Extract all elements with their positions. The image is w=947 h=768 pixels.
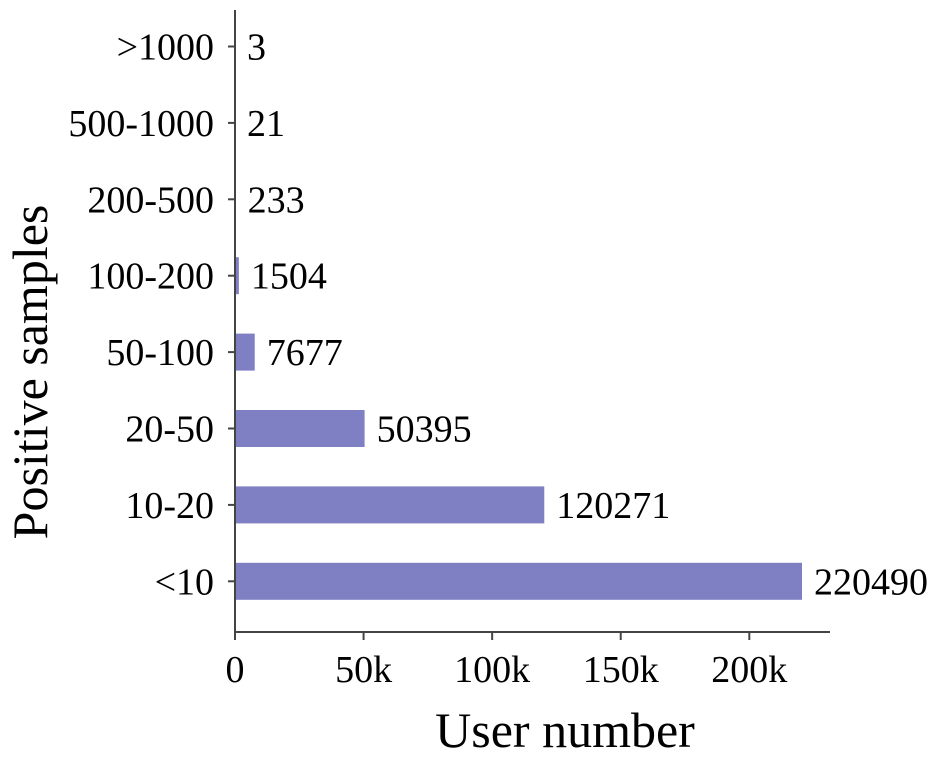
data-label: 7677 (267, 332, 343, 374)
data-label: 233 (248, 179, 305, 221)
x-tick-label: 100k (454, 649, 530, 691)
y-tick-label: 200-500 (87, 179, 214, 221)
y-tick-label: 100-200 (87, 256, 214, 298)
bar-1 (235, 486, 545, 524)
data-label: 120271 (556, 485, 670, 527)
bar-0 (235, 562, 802, 600)
bar-3 (235, 333, 255, 371)
y-tick-label: 20-50 (125, 409, 214, 451)
y-tick-labels: >1000 500-1000 200-500 100-200 50-100 20-50 10… (68, 27, 235, 603)
x-tick-label: 200k (711, 649, 787, 691)
bars-group (235, 28, 802, 600)
value-labels: 3 21 233 1504 7677 50395 120271 220490 (247, 27, 928, 604)
y-tick-label: <10 (155, 561, 214, 603)
data-label: 1504 (251, 256, 327, 298)
x-axis-title: User number (435, 702, 695, 758)
data-label: 21 (247, 103, 285, 145)
bar-4 (235, 257, 239, 295)
y-axis-title: Positive samples (2, 205, 58, 540)
y-tick-label: 10-20 (125, 485, 214, 527)
x-tick-label: 0 (226, 649, 245, 691)
bar-2 (235, 410, 365, 447)
x-tick-label: 150k (583, 649, 659, 691)
y-tick-label: >1000 (117, 27, 214, 69)
x-ticks: 0 50k 100k 150k 200k (226, 632, 787, 691)
data-label: 3 (247, 27, 266, 69)
data-label: 50395 (377, 409, 472, 451)
data-label: 220490 (814, 561, 928, 603)
y-tick-label: 50-100 (106, 332, 214, 374)
y-tick-label: 500-1000 (68, 103, 214, 145)
x-tick-label: 50k (335, 649, 392, 691)
